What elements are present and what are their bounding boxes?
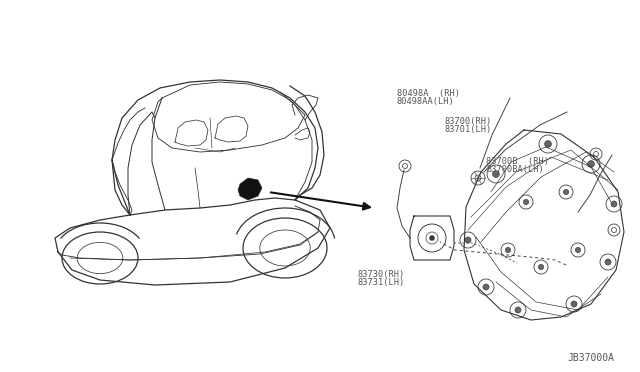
Circle shape xyxy=(571,301,577,307)
Circle shape xyxy=(465,237,471,243)
Circle shape xyxy=(493,171,499,177)
Text: 83730(RH): 83730(RH) xyxy=(357,270,404,279)
Text: 83700B  (RH): 83700B (RH) xyxy=(486,157,549,166)
Circle shape xyxy=(563,189,569,195)
Text: 83731(LH): 83731(LH) xyxy=(357,278,404,287)
Circle shape xyxy=(483,284,489,290)
Circle shape xyxy=(506,247,511,253)
Polygon shape xyxy=(238,178,262,200)
Circle shape xyxy=(524,199,529,205)
Circle shape xyxy=(429,235,435,241)
Text: JB37000A: JB37000A xyxy=(568,353,614,363)
Circle shape xyxy=(515,307,521,313)
Circle shape xyxy=(611,201,617,207)
Circle shape xyxy=(538,264,543,270)
Text: 83701(LH): 83701(LH) xyxy=(445,125,492,134)
Circle shape xyxy=(588,161,595,167)
Text: 80498A  (RH): 80498A (RH) xyxy=(397,89,460,98)
Text: 83700BA(LH): 83700BA(LH) xyxy=(486,165,544,174)
Text: 83700(RH): 83700(RH) xyxy=(445,117,492,126)
Circle shape xyxy=(605,259,611,265)
Circle shape xyxy=(545,141,552,147)
Text: 80498AA(LH): 80498AA(LH) xyxy=(397,97,454,106)
Circle shape xyxy=(575,247,580,253)
